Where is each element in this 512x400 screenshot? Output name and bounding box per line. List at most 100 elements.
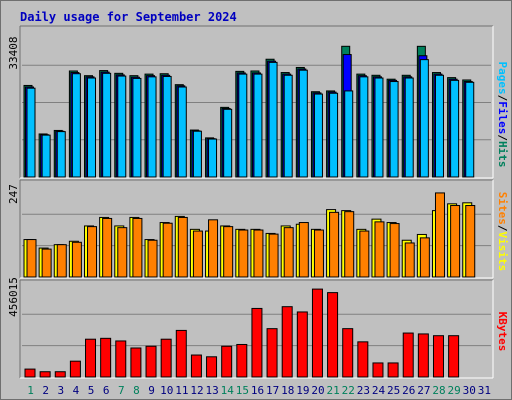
pages-bar (102, 72, 112, 178)
sites-bar (102, 217, 113, 278)
pages-bar (192, 130, 202, 178)
chart-title: Daily usage for September 2024 (20, 10, 237, 24)
sites-bar (41, 248, 52, 278)
kbytes-bar (100, 337, 112, 378)
pages-bar (450, 79, 460, 178)
sites-bar (192, 230, 203, 278)
sites-bar (71, 241, 82, 278)
sites-bar (434, 192, 445, 278)
x-tick-label: 17 (266, 384, 279, 397)
kbytes-bar (130, 347, 142, 378)
kbytes-bar (236, 343, 248, 378)
pages-bar (147, 76, 157, 178)
kbytes-bar (85, 338, 97, 378)
sites-bar (208, 219, 219, 278)
pages-bar (208, 138, 218, 178)
x-tick-label: 25 (387, 384, 400, 397)
kbytes-axis-label: KBytes (496, 312, 509, 352)
pages-bar (374, 77, 384, 178)
pages-bar (177, 86, 187, 178)
hits-ymax-label: 33408 (7, 36, 20, 69)
visits-axis-label: Sites/Visits (496, 192, 509, 272)
pages-bar (268, 61, 278, 178)
pages-bar (434, 74, 444, 178)
pages-bar (359, 76, 369, 178)
x-tick-label: 16 (251, 384, 264, 397)
x-tick-label: 12 (190, 384, 203, 397)
sites-bar (419, 237, 430, 278)
visits-panel: 247 Sites/Visits (7, 179, 509, 279)
kbytes-bar (296, 311, 308, 378)
sites-bar (389, 223, 400, 278)
kbytes-bar (24, 368, 36, 378)
kbytes-bar (402, 332, 414, 378)
sites-bar (238, 229, 249, 278)
kbytes-bar (266, 328, 278, 378)
x-tick-label: 7 (118, 384, 125, 397)
sites-bar (177, 216, 188, 278)
x-tick-label: 6 (103, 384, 110, 397)
x-tick-label: 5 (88, 384, 95, 397)
pages-bar (87, 77, 97, 178)
kbytes-bar (39, 371, 51, 378)
x-tick-label: 31 (478, 384, 491, 397)
x-tick-label: 20 (311, 384, 324, 397)
kbytes-bar (251, 307, 263, 378)
x-tick-label: 28 (432, 384, 445, 397)
sites-bar (162, 222, 173, 278)
pages-bar (162, 75, 172, 178)
pages-bar (389, 81, 399, 178)
sites-bar (56, 244, 67, 278)
pages-bar (132, 77, 142, 178)
x-tick-label: 26 (402, 384, 415, 397)
kbytes-bar (190, 354, 202, 378)
pages-bar (465, 81, 475, 178)
x-tick-label: 24 (372, 384, 386, 397)
sites-bar (329, 211, 340, 278)
kbytes-bar (357, 341, 369, 378)
sites-bar (298, 222, 309, 278)
pages-bar (26, 87, 36, 178)
kbytes-bar (372, 362, 384, 378)
pages-bar (344, 90, 354, 178)
pages-bar (41, 134, 51, 178)
pages-bar (71, 73, 81, 178)
hits-panel: 33408 Pages/Files/Hits (7, 25, 509, 179)
x-tick-label: 21 (327, 384, 340, 397)
pages-bar (419, 59, 429, 178)
pages-bar (223, 108, 233, 178)
kbytes-bar (160, 338, 172, 378)
pages-bar (329, 92, 339, 178)
kbytes-bar (342, 328, 354, 378)
x-tick-label: 9 (148, 384, 155, 397)
x-tick-label: 14 (221, 384, 235, 397)
x-tick-label: 23 (357, 384, 370, 397)
visits-ymax-label: 247 (7, 184, 20, 204)
sites-bar (253, 229, 264, 278)
sites-bar (450, 205, 461, 278)
sites-bar (344, 211, 355, 278)
kbytes-bar (448, 335, 460, 378)
hits-axis-label: Pages/Files/Hits (496, 62, 509, 168)
x-tick-label: 30 (463, 384, 476, 397)
pages-bar (56, 131, 66, 178)
kbytes-bar (69, 360, 81, 378)
kbytes-bar (221, 345, 233, 378)
kbytes-bar (175, 329, 187, 378)
x-tick-label: 13 (205, 384, 218, 397)
kbytes-bar (206, 356, 218, 378)
kbytes-bar (311, 288, 323, 378)
sites-bar (283, 227, 294, 278)
sites-bar (359, 230, 370, 278)
x-tick-label: 29 (448, 384, 461, 397)
sites-bar (87, 226, 98, 278)
pages-bar (298, 69, 308, 178)
x-tick-label: 11 (175, 384, 188, 397)
kbytes-bar (417, 333, 429, 378)
sites-bar (404, 242, 415, 278)
sites-bar (465, 205, 476, 278)
x-tick-label: 19 (296, 384, 309, 397)
x-tick-label: 22 (342, 384, 355, 397)
kbytes-bar (54, 371, 66, 378)
